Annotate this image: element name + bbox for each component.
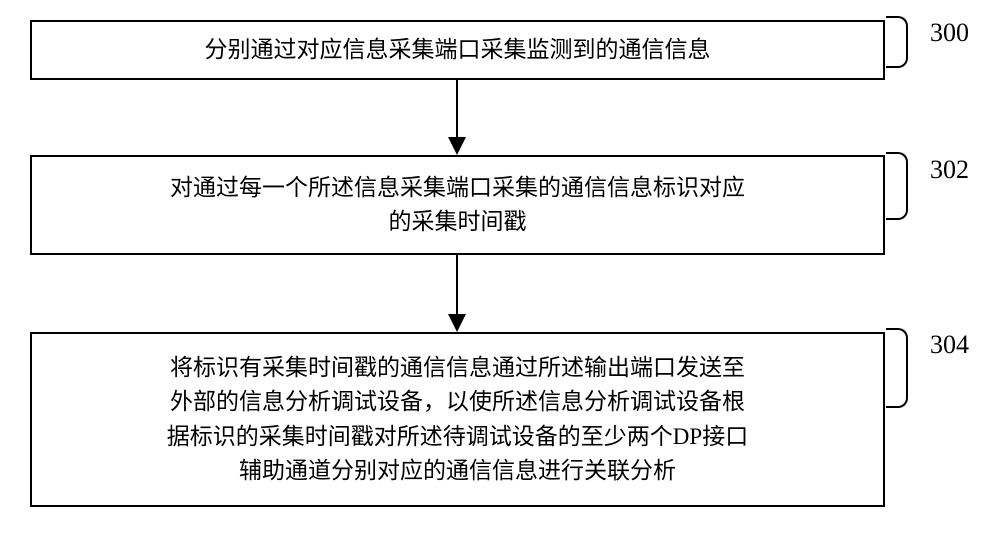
step-label-300: 300 <box>930 18 969 48</box>
step-box-300: 分别通过对应信息采集端口采集监测到的通信信息 <box>30 20 885 80</box>
flowchart-canvas: 分别通过对应信息采集端口采集监测到的通信信息 300 对通过每一个所述信息采集端… <box>0 0 1000 540</box>
step-text-302: 对通过每一个所述信息采集端口采集的通信信息标识对应 的采集时间戳 <box>170 171 745 240</box>
step-text-304: 将标识有采集时间戳的通信信息通过所述输出端口发送至 外部的信息分析调试设备，以使… <box>167 351 748 489</box>
step-bracket-304 <box>886 328 908 408</box>
step-text-300: 分别通过对应信息采集端口采集监测到的通信信息 <box>205 33 711 68</box>
arrow-2-shaft <box>456 255 458 314</box>
step-box-302: 对通过每一个所述信息采集端口采集的通信信息标识对应 的采集时间戳 <box>30 155 885 255</box>
arrow-1-shaft <box>456 80 458 137</box>
step-bracket-302 <box>886 152 908 220</box>
step-label-304: 304 <box>930 330 969 360</box>
step-label-302: 302 <box>930 155 969 185</box>
arrow-2-head <box>448 314 466 332</box>
step-bracket-300 <box>886 16 908 68</box>
arrow-1-head <box>448 137 466 155</box>
step-box-304: 将标识有采集时间戳的通信信息通过所述输出端口发送至 外部的信息分析调试设备，以使… <box>30 332 885 507</box>
